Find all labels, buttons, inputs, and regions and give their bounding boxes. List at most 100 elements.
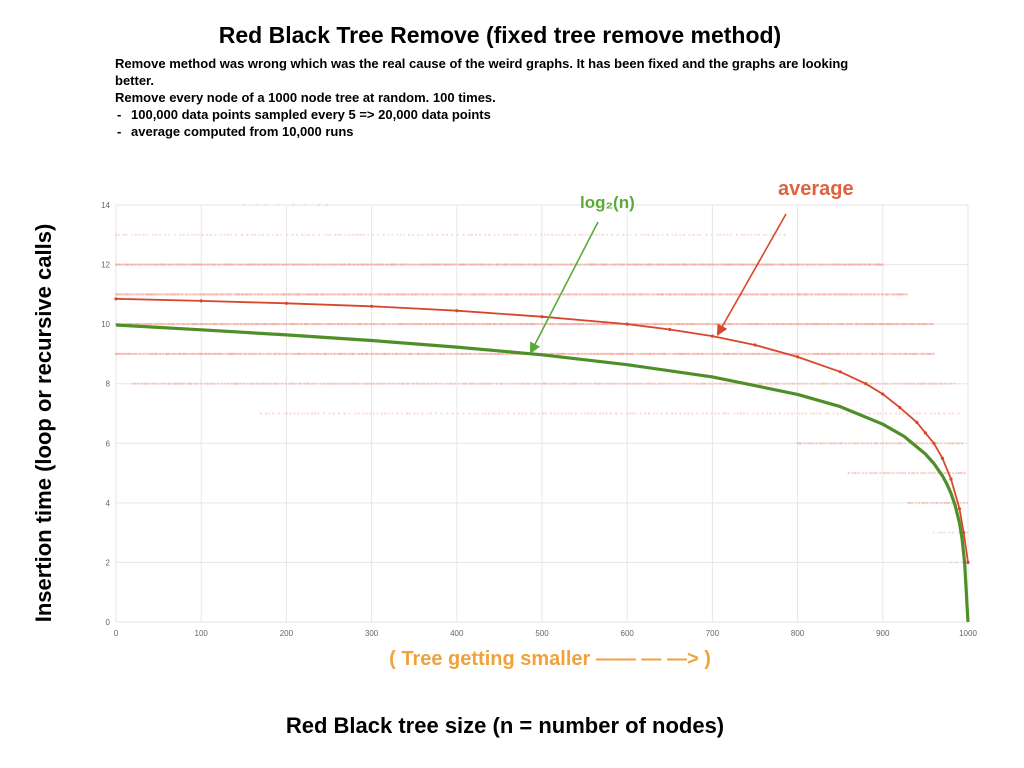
scatter-point xyxy=(659,322,662,326)
scatter-point xyxy=(233,293,236,296)
scatter-point xyxy=(803,382,806,385)
scatter-point xyxy=(153,322,156,326)
scatter-point xyxy=(844,442,847,445)
scatter-point xyxy=(380,412,384,415)
scatter-point xyxy=(135,263,138,266)
scatter-point xyxy=(592,322,596,326)
scatter-point xyxy=(606,382,609,385)
x-tick-label: 700 xyxy=(706,629,720,638)
scatter-point xyxy=(162,382,165,385)
scatter-point xyxy=(457,322,460,326)
scatter-point xyxy=(260,293,263,296)
scatter-point xyxy=(403,233,406,236)
x-axis-label: Red Black tree size (n = number of nodes… xyxy=(285,713,725,738)
scatter-point xyxy=(142,233,145,236)
y-axis-label: Insertion time (loop or recursive calls) xyxy=(31,223,56,623)
scatter-point xyxy=(588,352,591,356)
scatter-point xyxy=(331,263,334,266)
scatter-point xyxy=(426,412,429,415)
scatter-point xyxy=(777,382,780,385)
scatter-point xyxy=(871,322,874,326)
scatter-point xyxy=(290,382,293,385)
scatter-point xyxy=(560,382,564,385)
scatter-point xyxy=(319,352,322,356)
scatter-point xyxy=(869,442,873,445)
scatter-point xyxy=(131,263,135,266)
scatter-point xyxy=(864,412,867,415)
scatter-point xyxy=(346,322,349,326)
scatter-point xyxy=(601,263,604,266)
scatter-point xyxy=(933,382,936,385)
scatter-point xyxy=(361,412,365,415)
scatter-point xyxy=(598,352,601,356)
scatter-point xyxy=(478,233,482,236)
scatter-point xyxy=(330,293,333,296)
scatter-point xyxy=(473,382,476,385)
scatter-point xyxy=(564,412,567,415)
scatter-point xyxy=(451,412,454,415)
scatter-point xyxy=(725,293,729,296)
scatter-point xyxy=(861,263,865,266)
scatter-point xyxy=(692,382,696,385)
scatter-point xyxy=(860,352,863,356)
scatter-point xyxy=(514,322,518,326)
scatter-point xyxy=(453,293,456,296)
scatter-point xyxy=(940,382,944,385)
scatter-point xyxy=(866,442,869,445)
scatter-point xyxy=(858,471,861,475)
scatter-point xyxy=(632,382,635,385)
scatter-point xyxy=(947,501,950,505)
scatter-point xyxy=(783,233,786,236)
scatter-point xyxy=(238,293,241,296)
scatter-point xyxy=(807,322,810,326)
scatter-point xyxy=(186,293,189,296)
scatter-point xyxy=(378,322,382,326)
scatter-point xyxy=(381,293,384,296)
scatter-point xyxy=(388,382,392,385)
scatter-point xyxy=(721,293,725,296)
scatter-point xyxy=(778,233,781,236)
scatter-point xyxy=(295,233,299,236)
scatter-point xyxy=(428,293,432,296)
scatter-point xyxy=(625,412,629,415)
scatter-point xyxy=(581,352,584,356)
scatter-point xyxy=(929,352,933,356)
scatter-point xyxy=(655,263,658,266)
scatter-point xyxy=(337,322,340,326)
scatter-point xyxy=(424,322,428,326)
scatter-point xyxy=(389,293,392,296)
scatter-point xyxy=(442,382,445,385)
scatter-point xyxy=(898,412,901,415)
scatter-point xyxy=(634,412,637,415)
scatter-point xyxy=(286,263,290,266)
scatter-point xyxy=(917,352,920,356)
scatter-point xyxy=(472,352,475,356)
scatter-point xyxy=(572,352,575,356)
scatter-point xyxy=(436,352,440,356)
scatter-point xyxy=(959,471,962,475)
scatter-point xyxy=(192,293,195,296)
scatter-point xyxy=(761,382,764,385)
scatter-point xyxy=(697,322,700,326)
series-point-average xyxy=(949,477,953,481)
scatter-point xyxy=(787,412,790,415)
scatter-point xyxy=(873,293,877,296)
scatter-point xyxy=(616,233,619,236)
scatter-point xyxy=(189,322,193,326)
scatter-point xyxy=(686,382,689,385)
scatter-point xyxy=(177,293,180,296)
scatter-point xyxy=(798,442,801,445)
scatter-point xyxy=(131,352,134,356)
scatter-point xyxy=(281,352,285,356)
scatter-point xyxy=(259,352,263,356)
scatter-point xyxy=(174,293,177,296)
scatter-point xyxy=(138,233,141,236)
x-tick-label: 800 xyxy=(791,629,805,638)
scatter-point xyxy=(143,382,146,385)
scatter-point xyxy=(402,382,406,385)
scatter-point xyxy=(851,352,854,356)
scatter-point xyxy=(879,471,882,475)
scatter-point xyxy=(612,293,615,296)
scatter-point xyxy=(850,293,853,296)
scatter-point xyxy=(490,322,493,326)
